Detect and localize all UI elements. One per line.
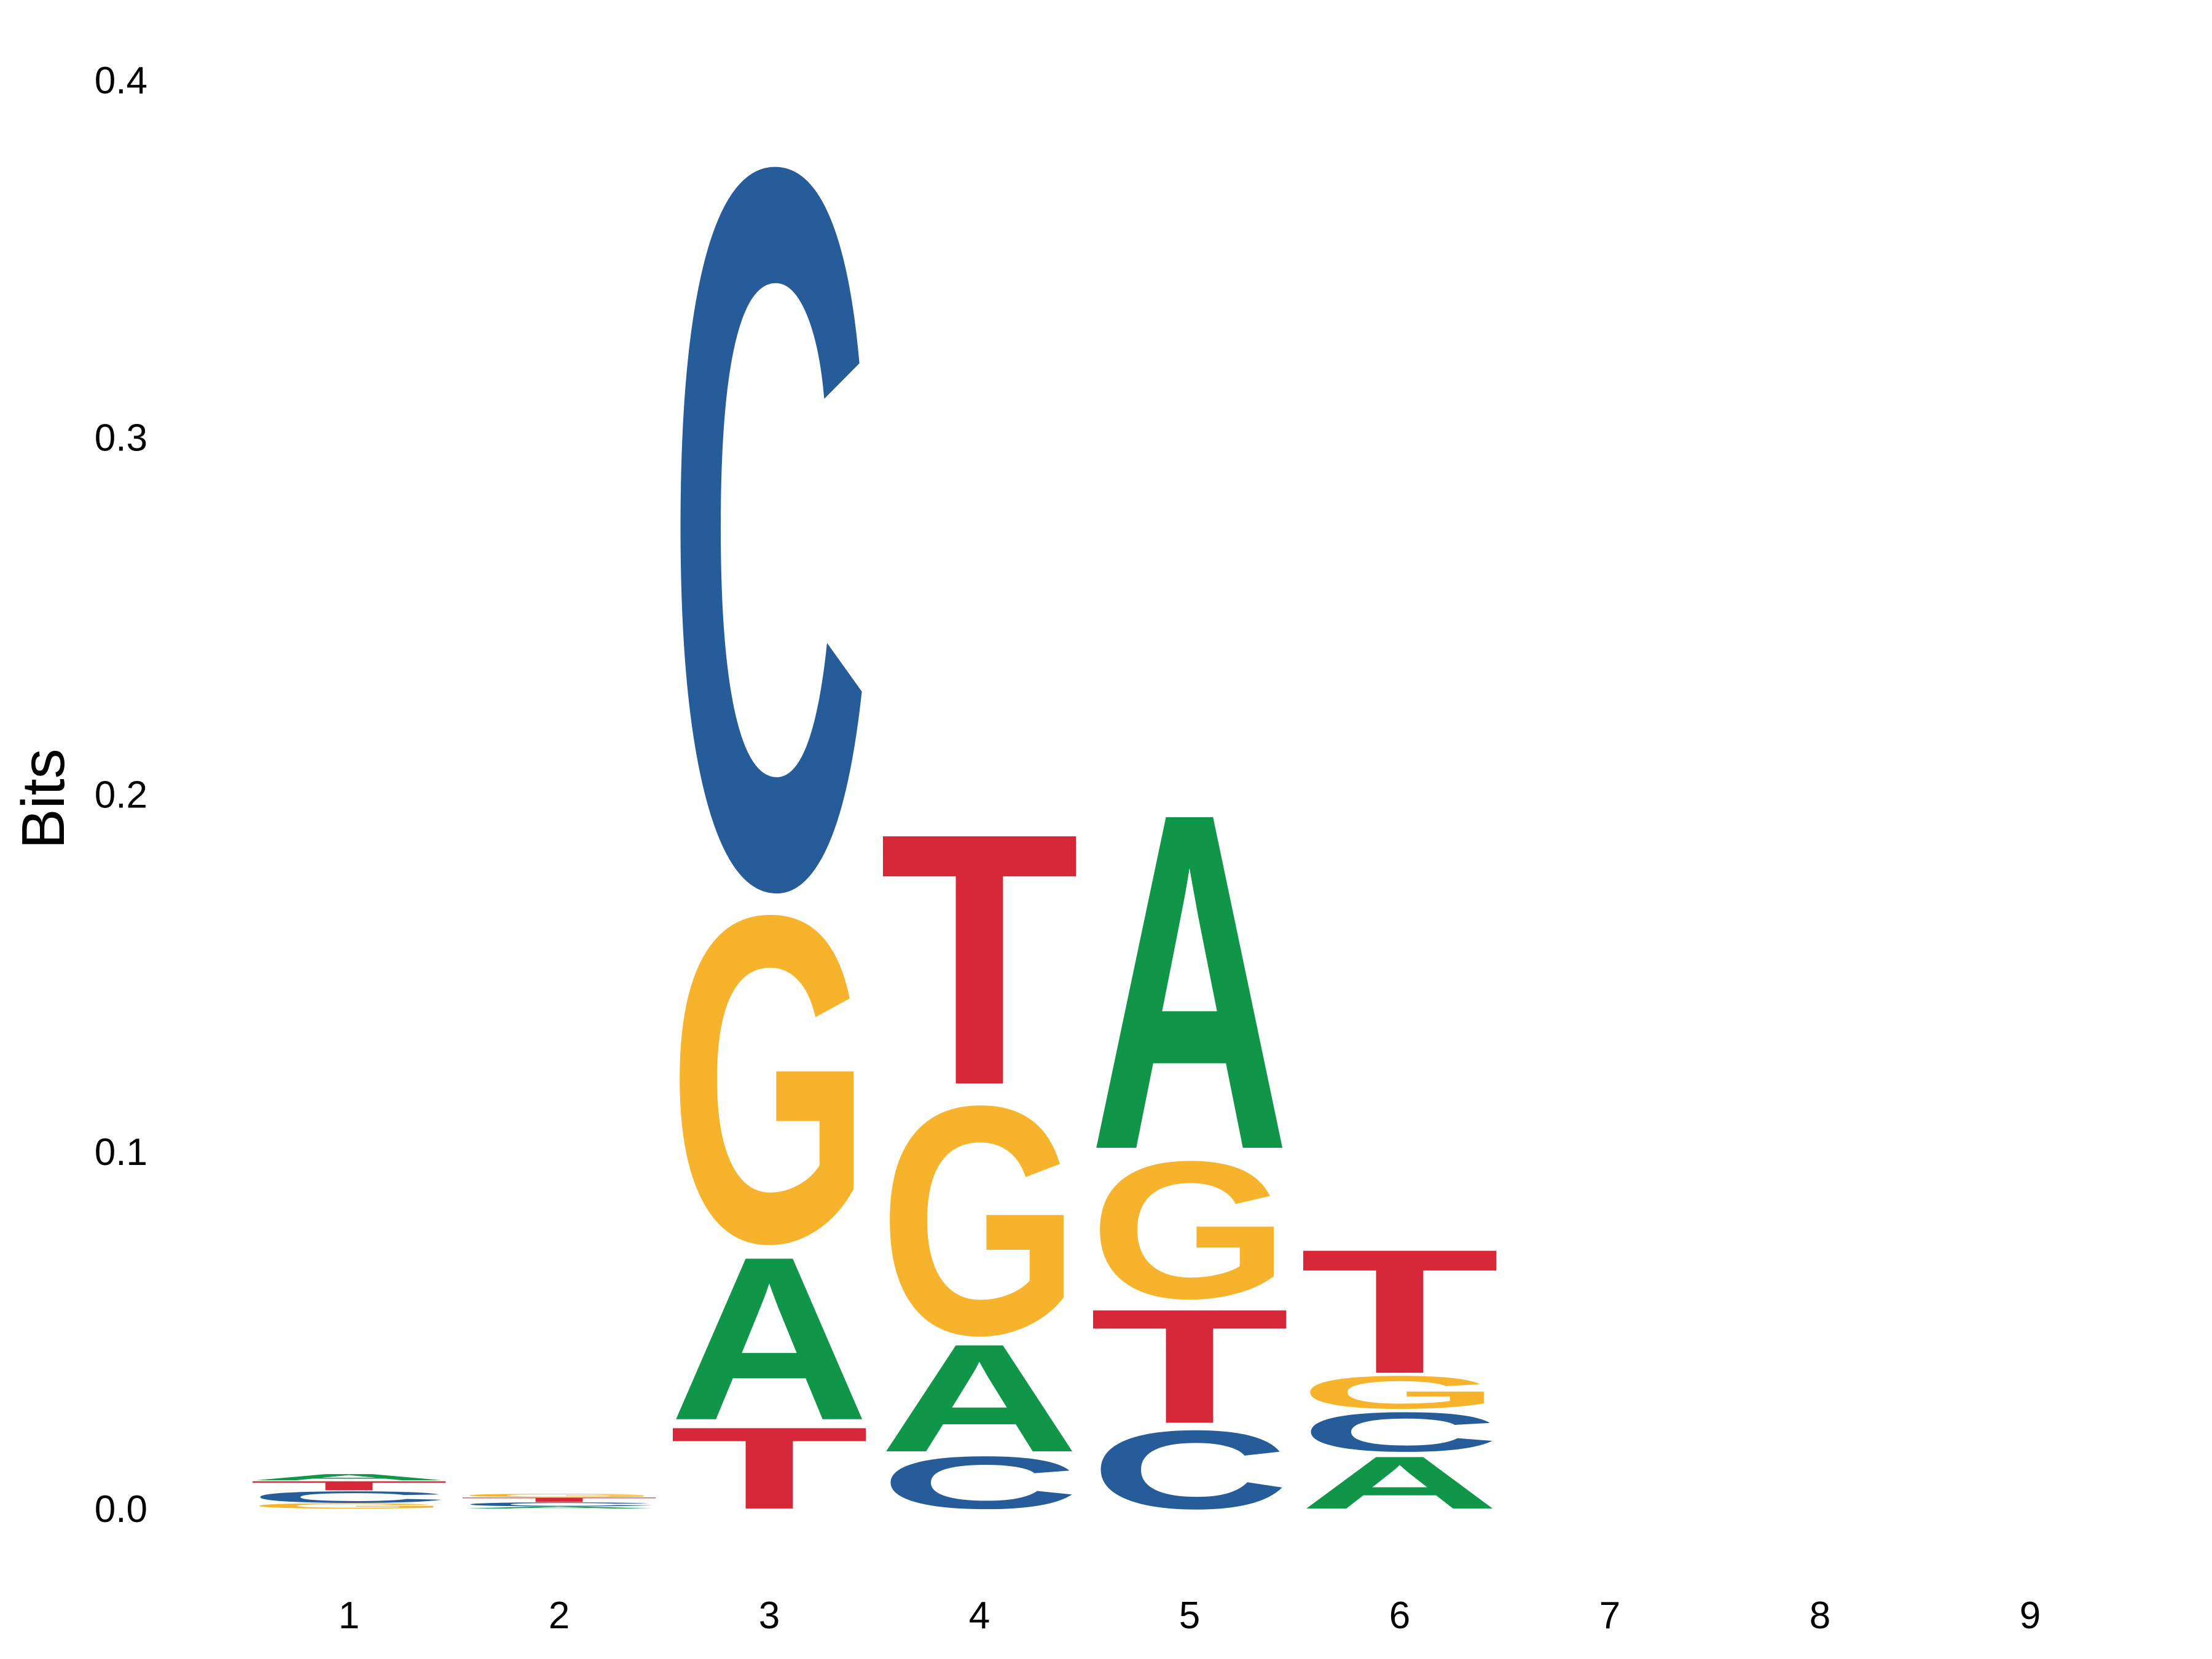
logo-letter-c: C [669,0,869,1102]
x-tick-label: 7 [1599,1594,1620,1637]
logo-letter-g: G [249,1502,449,1510]
logo-letter-a: A [459,1506,659,1509]
logo-letter-t: T [669,1403,869,1533]
logo-letter-g: G [1089,1120,1290,1339]
logo-letter-c: C [879,1441,1080,1524]
y-axis-title: Bits [9,748,77,849]
logo-letter-g: G [459,1493,659,1498]
y-tick-label: 0.3 [95,417,147,459]
logo-letter-a: A [1089,713,1290,1250]
y-tick-label: 0.4 [95,60,147,102]
logo-letter-a: A [1300,1441,1500,1524]
x-tick-label: 4 [969,1594,990,1637]
y-tick-label: 0.0 [95,1488,147,1531]
logo-letter-c: C [1089,1407,1290,1532]
x-tick-label: 3 [759,1594,780,1637]
x-tick-label: 6 [1389,1594,1410,1637]
logo-letter-g: G [879,1038,1080,1403]
logo-letter-g: G [669,818,869,1339]
x-tick-label: 8 [1810,1594,1830,1637]
logo-letter-a: A [879,1312,1080,1484]
x-tick-label: 2 [549,1594,570,1637]
logo-letter-t: T [459,1496,659,1504]
x-tick-label: 5 [1179,1594,1200,1637]
logo-letter-t: T [1300,1212,1500,1410]
logo-letter-c: C [459,1501,659,1507]
logo-letter-t: T [249,1478,449,1493]
y-tick-label: 0.1 [95,1131,147,1174]
logo-letter-c: C [1300,1401,1500,1464]
x-tick-label: 1 [339,1594,359,1637]
logo-letter-a: A [669,1209,869,1469]
x-axis-tick-labels: 1 2 3 4 5 6 7 8 9 [339,1594,2041,1637]
y-axis-tick-labels: 0.0 0.1 0.2 0.3 0.4 [95,60,147,1531]
logo-letter-g: G [1300,1366,1500,1418]
logo-letter-t: T [879,758,1080,1160]
logo-letter-t: T [1089,1275,1290,1457]
logo-letter-a: A [249,1472,449,1482]
y-tick-label: 0.2 [95,774,147,817]
x-tick-label: 9 [2020,1594,2041,1637]
logo-letter-c: C [249,1488,449,1507]
